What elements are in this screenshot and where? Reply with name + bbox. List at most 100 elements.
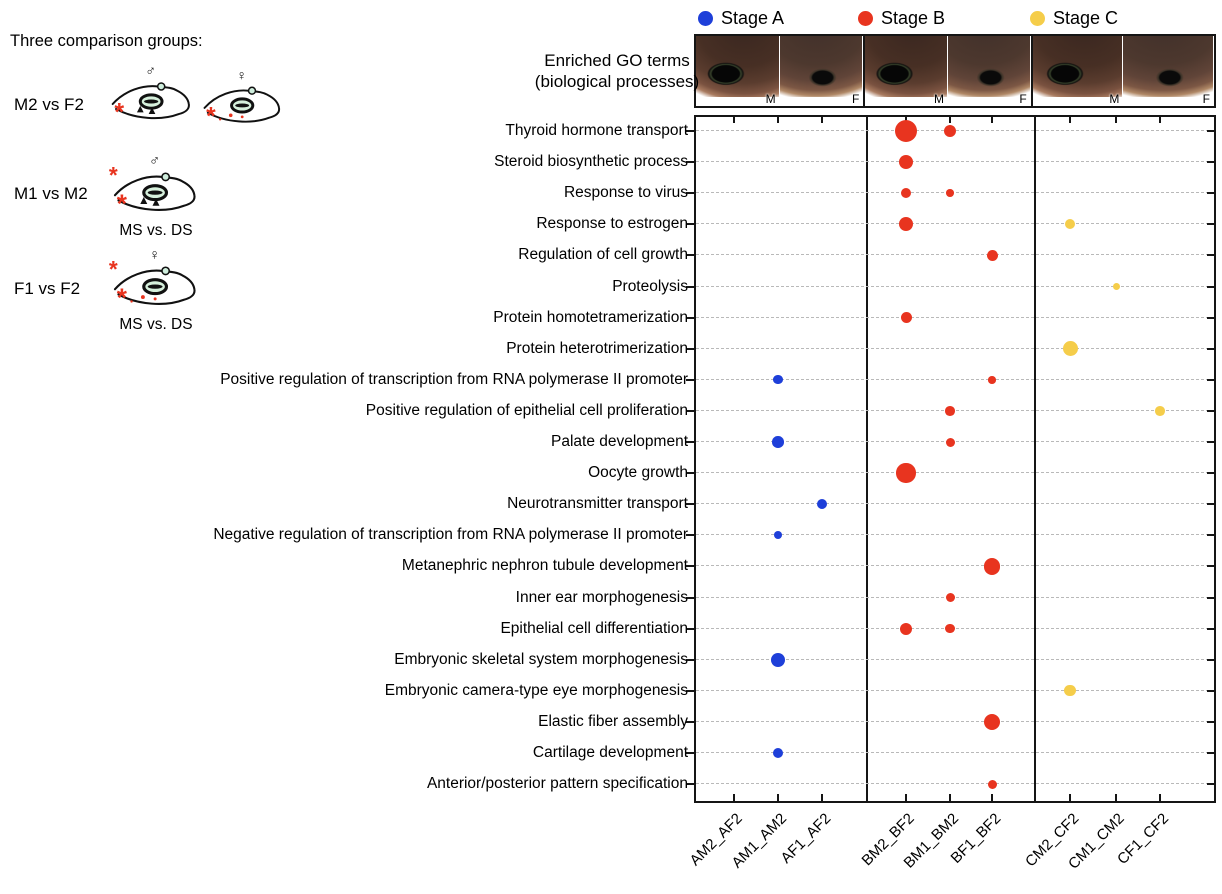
nuptial-triangle-mark [140, 196, 148, 204]
frog-photo-f: F [948, 36, 1031, 106]
bubble [945, 593, 955, 602]
y-tick-right [1207, 503, 1214, 506]
go-term-label: Steroid biosynthetic process [494, 153, 688, 171]
y-tick-right [1207, 783, 1214, 786]
bubble [1155, 406, 1165, 416]
x-tick-top [949, 117, 951, 123]
legend-item-stage-b: Stage B [858, 8, 945, 28]
frog-photo-f: F [1123, 36, 1215, 106]
y-tick-left [686, 720, 694, 723]
chart-header: Enriched GO terms (biological processes) [467, 50, 767, 92]
tympanum-icon [161, 172, 171, 182]
asterisk-mark: * [117, 283, 128, 313]
bubble [945, 623, 955, 634]
diagram-title: Three comparison groups: [10, 32, 203, 50]
frog-photo-image [696, 36, 779, 97]
frog-pupil [147, 284, 163, 289]
facet-divider-a-b [866, 117, 868, 801]
x-tick-bottom [905, 794, 907, 801]
go-term-label: Positive regulation of transcription fro… [220, 370, 688, 388]
gridline [696, 783, 1214, 785]
y-tick-left [686, 161, 694, 164]
frog-photo-image [1032, 36, 1123, 97]
nuptial-triangle-mark [148, 107, 156, 115]
go-term-label: Palate development [550, 433, 688, 450]
x-tick-bottom [949, 794, 951, 801]
legend-item-stage-a: Stage A [698, 8, 784, 28]
y-tick-left [686, 378, 694, 381]
red-dot-mark [218, 118, 222, 121]
x-tick-top [1115, 117, 1117, 123]
y-tick-left [686, 472, 694, 475]
frog-head-outline [111, 85, 190, 120]
x-tick-top [1159, 117, 1161, 123]
bubble [1065, 219, 1075, 230]
y-tick-right [1207, 596, 1214, 599]
bubble [988, 376, 996, 384]
tympanum-icon [156, 82, 166, 91]
gridline [696, 534, 1214, 536]
x-tick-bottom [1115, 794, 1117, 801]
y-tick-left [686, 254, 694, 257]
bubble [1112, 283, 1120, 290]
bubble [773, 375, 783, 385]
y-tick-right [1207, 752, 1214, 754]
legend-item-stage-c: Stage C [1030, 8, 1118, 28]
bubble [983, 713, 1001, 731]
asterisk-mark: * [109, 162, 118, 188]
sublabel-ms-vs-ds-female: MS vs. DS [119, 316, 193, 333]
gridline [696, 161, 1214, 163]
red-dot-mark [153, 297, 157, 301]
go-term-label: Inner ear morphogenesis [515, 588, 688, 606]
bubble [945, 406, 955, 416]
bubble [899, 217, 913, 232]
go-term-label: Response to estrogen [536, 215, 688, 233]
facet-divider-b-c [1034, 117, 1036, 801]
frog-pupil [144, 99, 159, 104]
go-term-label: Anterior/posterior pattern specification [426, 775, 688, 793]
y-tick-left [686, 596, 694, 599]
y-tick-right [1207, 409, 1214, 412]
frog-photo-m: M [865, 36, 949, 106]
bubble [900, 312, 912, 324]
go-term-label: Oocyte growth [588, 464, 688, 482]
x-tick-bottom [733, 794, 735, 801]
y-tick-right [1207, 316, 1214, 319]
gridline [696, 441, 1214, 442]
gridline [696, 658, 1214, 660]
x-tick-top [991, 117, 993, 123]
bubble [1062, 341, 1078, 357]
y-tick-right [1207, 192, 1214, 195]
go-term-label: Thyroid hormone transport [505, 122, 688, 139]
comparison-group-label-m1m2: M1 vs M2 [14, 184, 88, 203]
gridline [696, 347, 1214, 349]
bubble [944, 125, 956, 137]
gridline [696, 503, 1214, 505]
gridline [696, 752, 1214, 753]
gridline [696, 596, 1214, 598]
legend-label: Stage A [721, 7, 785, 28]
bubble [946, 189, 954, 197]
go-term-label: Response to virus [563, 184, 688, 202]
go-term-label: Epithelial cell differentiation [500, 619, 688, 637]
frog-head-outline [203, 89, 281, 123]
y-tick-right [1207, 378, 1214, 381]
legend-label: Stage B [881, 7, 946, 28]
y-tick-left [686, 347, 694, 350]
gridline [696, 192, 1214, 194]
frog-sketch-female-f2: ♀ * [198, 64, 288, 142]
bubble [901, 188, 911, 199]
y-tick-right [1207, 565, 1214, 568]
bubble [1064, 685, 1076, 697]
bubble [772, 747, 784, 759]
x-tick-bottom [1159, 794, 1161, 801]
x-tick-bottom [1069, 794, 1071, 801]
gridline [696, 378, 1214, 380]
y-tick-left [686, 783, 694, 786]
comparison-group-label-f1f2: F1 vs F2 [14, 279, 81, 298]
sublabel-ms-vs-ds-male: MS vs. DS [119, 222, 193, 239]
nuptial-triangle-mark [152, 198, 160, 206]
red-dot-mark [228, 113, 233, 118]
